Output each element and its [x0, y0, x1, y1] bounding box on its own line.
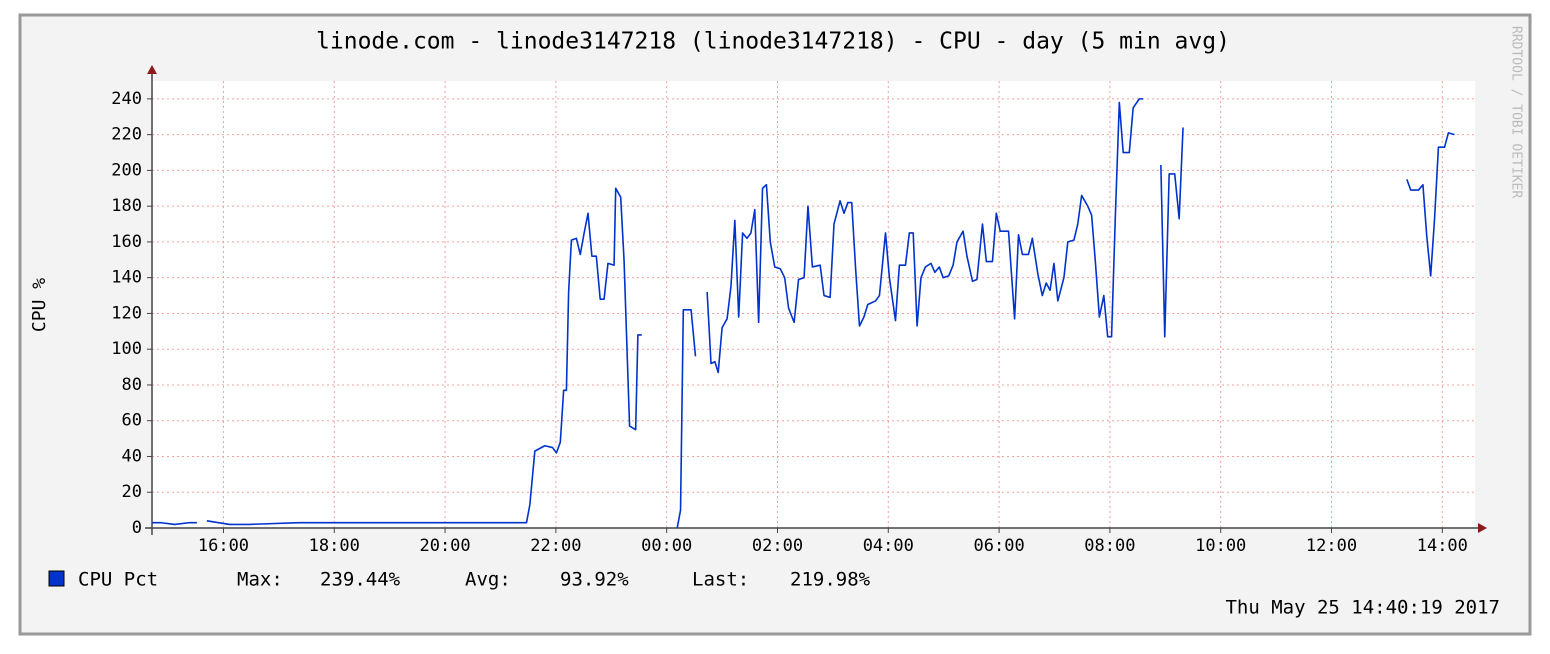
x-tick-label: 10:00 — [1195, 536, 1246, 556]
x-tick-label: 08:00 — [1084, 536, 1135, 556]
x-tick-label: 14:00 — [1417, 536, 1468, 556]
x-tick-label: 02:00 — [752, 536, 803, 556]
legend-stat-value: 93.92% — [560, 569, 629, 591]
x-tick-label: 20:00 — [419, 536, 470, 556]
legend-stat-value: 239.44% — [320, 569, 401, 591]
y-axis-label: CPU % — [29, 278, 50, 332]
y-axis-arrow — [147, 65, 157, 74]
y-tick-label: 200 — [111, 160, 142, 180]
legend-stat-label: Avg: — [465, 569, 511, 591]
chart-title: linode.com - linode3147218 (linode314721… — [316, 29, 1230, 55]
y-tick-label: 60 — [122, 411, 142, 431]
y-tick-label: 160 — [111, 232, 142, 252]
y-tick-label: 220 — [111, 125, 142, 145]
watermark: RRDTOOL / TOBI OETIKER — [1509, 26, 1524, 198]
y-tick-label: 0 — [132, 518, 142, 538]
legend-stat-label: Last: — [692, 569, 749, 591]
legend-label: CPU Pct — [78, 569, 158, 591]
marks — [152, 98, 1455, 529]
x-tick-label: 12:00 — [1306, 536, 1357, 556]
x-tick-label: 00:00 — [641, 536, 692, 556]
y-tick-label: 40 — [122, 446, 142, 466]
legend-stat-value: 219.98% — [790, 569, 871, 591]
x-tick-label: 18:00 — [309, 536, 360, 556]
y-tick-label: 180 — [111, 196, 142, 216]
y-tick-label: 100 — [111, 339, 142, 359]
y-tick-label: 20 — [122, 482, 142, 502]
x-tick-label: 04:00 — [863, 536, 914, 556]
plot-area — [152, 81, 1475, 528]
legend-stat-label: Max: — [237, 569, 283, 591]
x-tick-label: 16:00 — [198, 536, 249, 556]
y-tick-label: 80 — [122, 375, 142, 395]
timestamp: Thu May 25 14:40:19 2017 — [1225, 597, 1500, 619]
legend-swatch — [48, 570, 65, 587]
y-tick-label: 120 — [111, 303, 142, 323]
x-tick-label: 06:00 — [974, 536, 1025, 556]
data-line — [152, 98, 1455, 529]
y-tick-label: 140 — [111, 268, 142, 288]
y-tick-label: 240 — [111, 89, 142, 109]
x-axis-arrow — [1478, 523, 1487, 533]
x-tick-label: 22:00 — [530, 536, 581, 556]
